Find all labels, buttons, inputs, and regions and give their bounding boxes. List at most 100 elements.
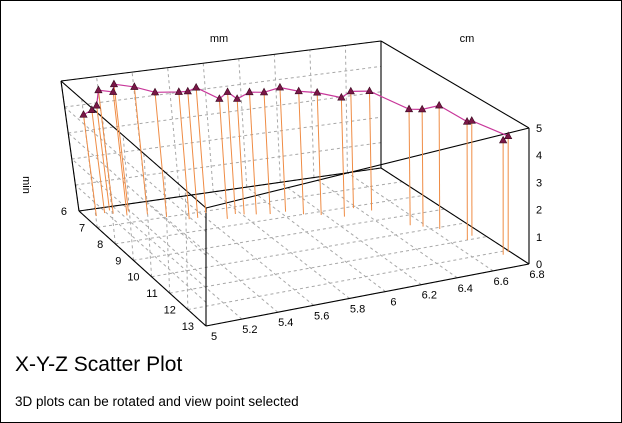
x-tick-label: 5.2 <box>242 324 257 336</box>
z-tick-label: 1 <box>536 232 542 244</box>
grid-line <box>347 172 494 272</box>
data-point-marker <box>174 87 183 95</box>
box-edge <box>78 167 382 212</box>
grid-line <box>164 171 171 294</box>
drop-line <box>83 114 97 217</box>
y-tick-label: 9 <box>115 255 121 267</box>
box-edge <box>380 40 530 129</box>
drop-line <box>133 86 148 215</box>
grid-line <box>273 54 281 183</box>
box-edge <box>60 40 382 82</box>
drop-line <box>113 84 129 212</box>
grid-line <box>313 177 458 279</box>
plot-box <box>60 40 530 327</box>
grid-line <box>280 181 422 286</box>
data-point-marker <box>92 100 101 109</box>
data-point-marker <box>87 105 96 113</box>
plot-title: X-Y-Z Scatter Plot <box>15 353 183 376</box>
grid-line <box>212 191 350 299</box>
data-point-marker <box>245 87 254 96</box>
data-point-marker <box>109 79 119 88</box>
drop-line <box>421 109 424 227</box>
data-point-marker <box>79 110 88 118</box>
data-point-marker <box>183 86 192 95</box>
grid-line <box>184 189 189 310</box>
drop-line <box>154 92 168 218</box>
box-edge <box>205 127 530 209</box>
y-tick-label: 13 <box>182 321 194 333</box>
grid-line <box>143 153 153 277</box>
grid-line <box>344 45 348 173</box>
data-markers <box>79 79 513 144</box>
y-tick-label: 7 <box>79 222 85 234</box>
plot-caption: 3D plots can be rotated and view point s… <box>15 394 299 409</box>
drop-line <box>178 91 190 220</box>
drop-line <box>248 92 257 215</box>
grid-line <box>167 67 181 197</box>
z-tick-label: 3 <box>536 177 542 189</box>
drop-line <box>227 91 236 215</box>
drop-lines <box>83 84 509 255</box>
data-point-marker <box>259 87 269 96</box>
z-tick-label: 4 <box>536 150 542 162</box>
drop-line <box>279 87 287 212</box>
data-point-marker <box>215 94 224 102</box>
box-edge <box>380 167 530 265</box>
data-point-marker <box>223 87 232 95</box>
grid-line <box>112 205 243 320</box>
data-point-marker <box>499 135 508 144</box>
drop-line <box>112 91 128 216</box>
grid-line <box>145 201 279 313</box>
x-tick-label: 5.6 <box>314 310 329 322</box>
data-point-marker <box>313 87 322 96</box>
y-tick-label: 10 <box>127 272 139 284</box>
drop-line <box>97 90 114 214</box>
data-point-marker <box>435 100 444 109</box>
drop-line <box>340 97 345 217</box>
grid-line <box>309 49 315 178</box>
grid <box>60 40 530 327</box>
data-point-marker <box>109 87 118 95</box>
x-tick-label: 6.6 <box>493 276 508 288</box>
grid-line <box>238 58 248 188</box>
data-point-marker <box>404 104 414 113</box>
data-point-marker <box>94 85 103 94</box>
z-tick-label: 2 <box>536 205 542 217</box>
data-point-marker <box>130 82 139 90</box>
data-point-marker <box>467 116 476 124</box>
drop-line <box>298 91 305 215</box>
box-edge <box>205 263 530 327</box>
data-point-marker <box>294 86 303 95</box>
box-edge <box>60 80 80 212</box>
x-tick-label: 5.4 <box>278 317 293 329</box>
drop-line <box>263 92 271 215</box>
drop-line <box>91 109 106 214</box>
data-point-marker <box>150 87 160 96</box>
x-tick-label: 6 <box>390 297 396 309</box>
grid-line <box>71 116 382 160</box>
data-point-marker <box>418 104 427 113</box>
grid-line <box>75 184 207 303</box>
box-edge <box>60 80 207 209</box>
box-edge <box>78 210 207 327</box>
drop-line <box>408 109 411 226</box>
grid-line <box>64 106 207 232</box>
data-point-marker <box>365 86 374 94</box>
x-tick-label: 5.8 <box>350 303 365 315</box>
z-tick-label: 0 <box>536 259 542 271</box>
grid-line <box>67 132 207 256</box>
z-axis-label: min <box>20 176 32 194</box>
z-tick-label: 5 <box>536 123 542 135</box>
y-axis-label: cm <box>460 33 475 45</box>
grid-line <box>151 222 466 278</box>
grid-line <box>133 208 445 261</box>
x-axis-label: mm <box>210 33 228 45</box>
data-point-marker <box>337 92 346 101</box>
y-tick-label: 11 <box>146 288 157 300</box>
grid-line <box>202 63 214 192</box>
grid-line <box>246 186 386 292</box>
grid-line <box>187 249 508 311</box>
data-point-marker <box>346 86 355 95</box>
